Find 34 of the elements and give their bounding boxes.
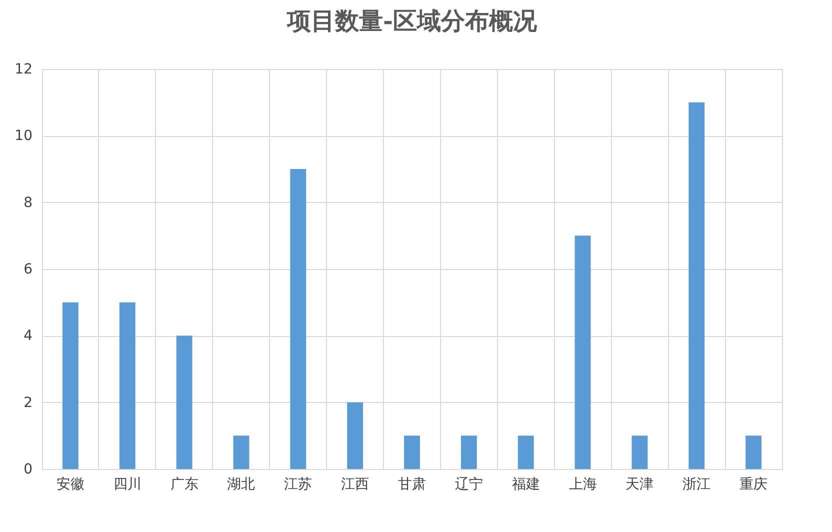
x-tick-label: 浙江 bbox=[682, 476, 711, 492]
bar bbox=[518, 436, 534, 469]
y-tick-label: 8 bbox=[24, 194, 32, 211]
bar bbox=[460, 436, 477, 469]
bar bbox=[574, 236, 591, 469]
y-tick-label: 0 bbox=[24, 462, 32, 478]
bar bbox=[688, 102, 705, 469]
bar bbox=[62, 302, 78, 469]
y-tick-label: 4 bbox=[24, 328, 33, 344]
y-tick-label: 10 bbox=[14, 128, 32, 144]
bar bbox=[176, 336, 192, 469]
x-tick-label: 江西 bbox=[341, 476, 370, 492]
x-tick-label: 四川 bbox=[113, 476, 142, 492]
chart-title: 项目数量-区域分布概况 bbox=[286, 6, 538, 35]
y-tick-label: 2 bbox=[24, 394, 32, 411]
y-tick-label: 6 bbox=[24, 262, 33, 278]
bar bbox=[404, 436, 420, 469]
bar bbox=[119, 302, 136, 469]
bar bbox=[233, 436, 250, 469]
x-tick-label: 江苏 bbox=[284, 476, 312, 492]
bar bbox=[632, 436, 648, 469]
x-tick-label: 天津 bbox=[626, 476, 654, 492]
y-tick-label: 12 bbox=[14, 62, 32, 78]
x-tick-label: 福建 bbox=[512, 476, 540, 492]
x-tick-label: 上海 bbox=[568, 476, 597, 492]
bar bbox=[347, 402, 364, 469]
bar bbox=[290, 169, 306, 469]
x-tick-label: 甘肃 bbox=[398, 476, 426, 492]
x-tick-label: 安徽 bbox=[56, 476, 84, 492]
bar bbox=[746, 436, 762, 469]
x-tick-label: 广东 bbox=[170, 476, 198, 492]
x-tick-label: 辽宁 bbox=[454, 476, 483, 492]
x-tick-label: 湖北 bbox=[227, 476, 256, 492]
x-tick-label: 重庆 bbox=[740, 476, 768, 492]
